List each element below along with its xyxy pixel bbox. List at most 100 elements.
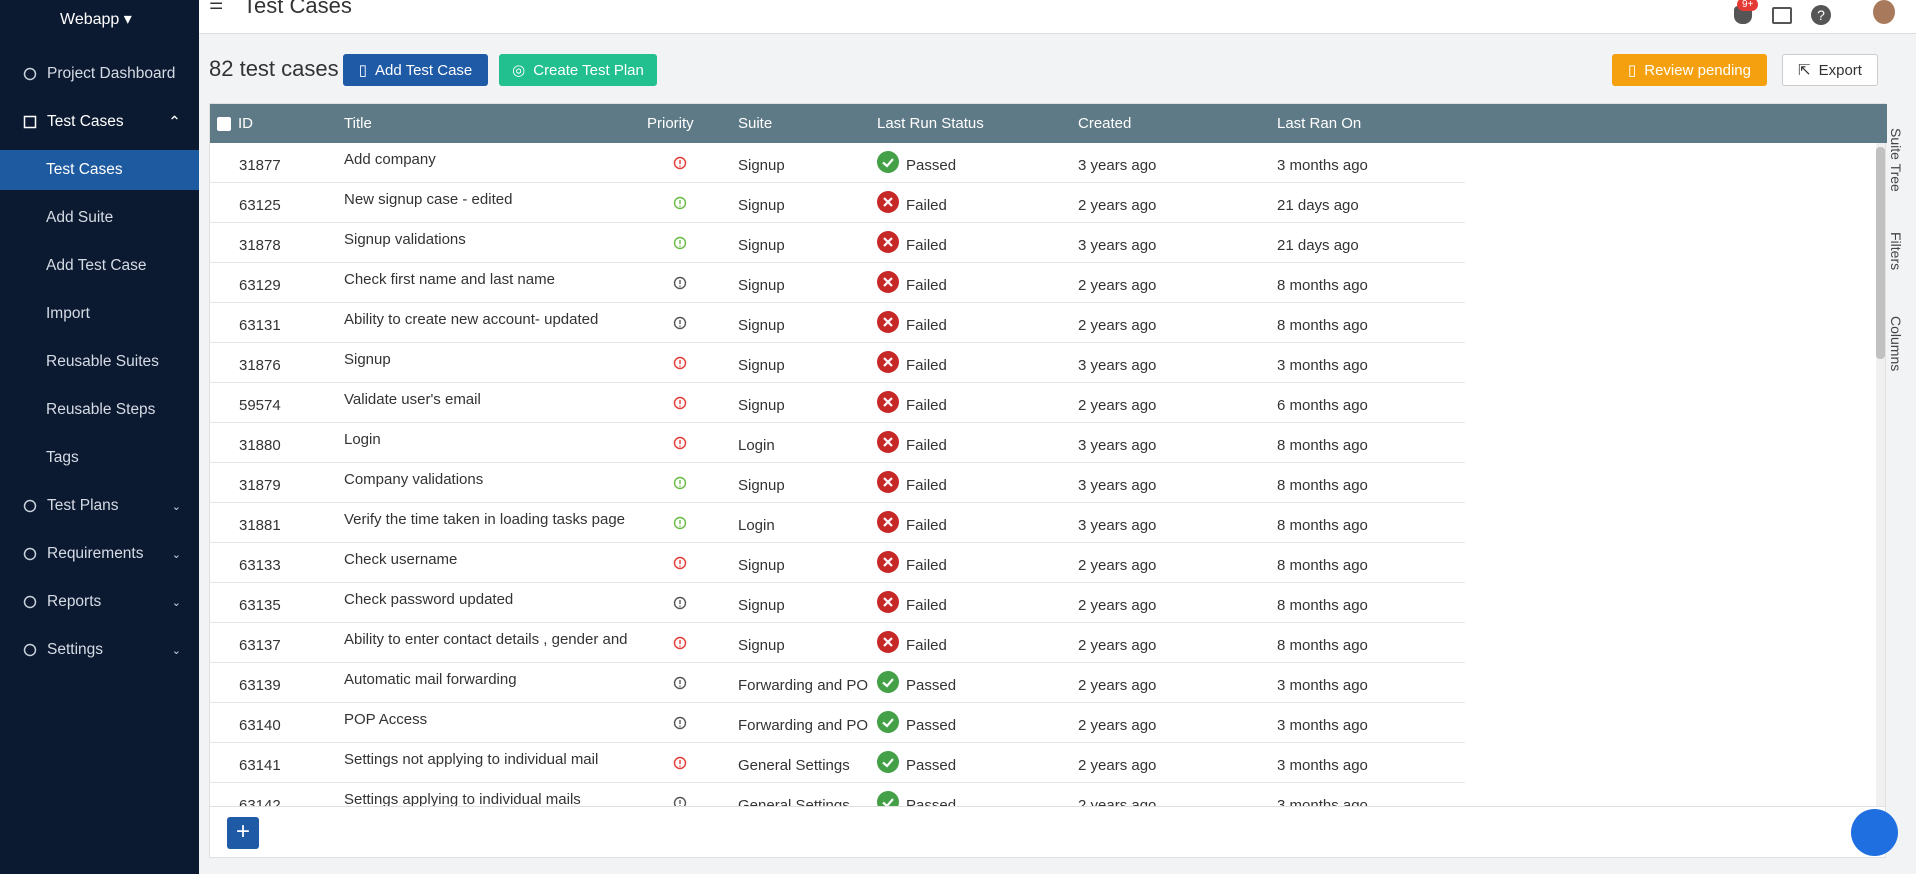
sub-nav-item[interactable]: Test Cases (0, 150, 199, 190)
scrollbar (1876, 143, 1885, 806)
test-title[interactable]: Automatic mail forwarding (344, 671, 517, 688)
test-id: 63137 (239, 637, 281, 654)
nav-item[interactable]: Reports ⌄ (0, 582, 199, 622)
column-header[interactable]: Last Run Status (877, 115, 984, 132)
priority-icon (673, 356, 687, 370)
last-ran: 8 months ago (1277, 597, 1368, 614)
table-row[interactable]: 31879 Company validations Signup Failed 3 ye… (210, 463, 1465, 503)
nav-item[interactable]: Test Cases ⌃ (0, 102, 199, 142)
column-header[interactable]: Priority (647, 115, 694, 132)
nav-item[interactable]: Test Plans ⌄ (0, 486, 199, 526)
column-header[interactable]: Title (344, 115, 372, 132)
sub-nav-item[interactable]: Add Suite (0, 198, 199, 238)
nav-item[interactable]: Project Dashboard (0, 54, 199, 94)
last-ran: 8 months ago (1277, 517, 1368, 534)
test-title[interactable]: Signup (344, 351, 391, 368)
test-title[interactable]: Check password updated (344, 591, 514, 608)
test-title[interactable]: Company validations (344, 471, 484, 488)
avatar[interactable] (1873, 0, 1895, 24)
table-row[interactable]: 31881 Verify the time taken in loading ta… (210, 503, 1465, 543)
column-header[interactable]: Suite (738, 115, 773, 132)
table-row[interactable]: 63141 Settings not applying to individual… (210, 743, 1465, 783)
suite: Login (738, 437, 775, 454)
nav-item[interactable]: Requirements ⌄ (0, 534, 199, 574)
nav-item[interactable]: Settings ⌄ (0, 630, 199, 670)
last-ran: 8 months ago (1277, 317, 1368, 334)
add-button[interactable]: + (227, 817, 259, 849)
table-row[interactable]: 63131 Ability to create new account- upda… (210, 303, 1465, 343)
table-row[interactable]: 63142 Settings applying to individual mai… (210, 783, 1465, 806)
status-icon (877, 151, 899, 173)
created: 2 years ago (1078, 597, 1157, 614)
table-row[interactable]: 63125 New signup case - edited Signup Faile… (210, 183, 1465, 223)
test-title[interactable]: Add company (344, 151, 436, 168)
table-row[interactable]: 31877 Add company Signup Passed 3 years ago 3… (210, 143, 1465, 183)
badge: 9+ (1737, 0, 1759, 11)
nav-icon (23, 499, 37, 513)
select-all[interactable] (217, 117, 231, 131)
last-ran: 21 days ago (1277, 197, 1359, 214)
test-title[interactable]: Login (344, 431, 381, 448)
priority-icon (673, 316, 687, 330)
export-button[interactable]: ⇱ Export (1782, 54, 1878, 86)
status-icon (877, 191, 899, 213)
chat-launcher[interactable] (1851, 809, 1898, 856)
column-header[interactable]: Created (1078, 115, 1132, 132)
priority-icon (673, 156, 687, 170)
scroll-thumb[interactable] (1876, 147, 1885, 359)
table-row[interactable]: 63135 Check password updated Signup Failed 2… (210, 583, 1465, 623)
test-title[interactable]: New signup case - edited (344, 191, 513, 208)
table-body: 31877 Add company Signup Passed 3 years ago 3… (210, 143, 1875, 806)
nav-label: Test Cases (47, 113, 124, 130)
sub-nav-item[interactable]: Reusable Steps (0, 390, 199, 430)
suite: Signup (738, 637, 785, 654)
help[interactable]: ? (1811, 5, 1831, 25)
table-row[interactable]: 63139 Automatic mail forwarding Forwarding… (210, 663, 1465, 703)
nav-label: Requirements (47, 545, 144, 562)
status: Failed (906, 477, 947, 494)
test-id: 31880 (239, 437, 281, 454)
test-title[interactable]: Validate user's email (344, 391, 481, 408)
test-title[interactable]: Check first name and last name (344, 271, 555, 288)
suite: Signup (738, 277, 785, 294)
side-tab[interactable]: Filters (1888, 232, 1904, 271)
test-title[interactable]: Verify the time taken in loading tasks p… (344, 511, 626, 528)
status: Passed (906, 717, 957, 734)
brand[interactable]: Webapp ▾ (60, 11, 132, 28)
test-title[interactable]: Ability to enter contact details , gende… (344, 631, 628, 648)
priority-icon (673, 196, 687, 210)
test-title[interactable]: Ability to create new account- updated (344, 311, 599, 328)
sub-nav-item[interactable]: Reusable Suites (0, 342, 199, 382)
test-title[interactable]: Settings not applying to individual mail (344, 751, 599, 768)
top-bar: ☰ Test Cases 9+ ? (199, 0, 1916, 34)
table-row[interactable]: 31878 Signup validations Signup Failed 3 yea… (210, 223, 1465, 263)
test-title[interactable]: POP Access (344, 711, 428, 728)
table-row[interactable]: 63129 Check first name and last name Signu… (210, 263, 1465, 303)
side-tab[interactable]: Suite Tree (1888, 128, 1904, 192)
column-header[interactable]: Last Ran On (1277, 115, 1362, 132)
last-ran: 3 months ago (1277, 757, 1368, 774)
test-title[interactable]: Signup validations (344, 231, 466, 248)
review-pending-button[interactable]: ▯ Review pending (1612, 54, 1767, 86)
test-title[interactable]: Settings applying to individual mails (344, 791, 581, 806)
table-row[interactable]: 63140 POP Access Forwarding and PO Passed 2 … (210, 703, 1465, 743)
table-row[interactable]: 63137 Ability to enter contact details , … (210, 623, 1465, 663)
created: 2 years ago (1078, 717, 1157, 734)
last-ran: 8 months ago (1277, 437, 1368, 454)
table-row[interactable]: 31880 Login Login Failed 3 years ago 8 months… (210, 423, 1465, 463)
table-row[interactable]: 63133 Check username Signup Failed 2 years a… (210, 543, 1465, 583)
column-header[interactable]: ID (238, 115, 253, 132)
status: Failed (906, 517, 947, 534)
sub-nav-item[interactable]: Import (0, 294, 199, 334)
status: Failed (906, 197, 947, 214)
table-row[interactable]: 59574 Validate user's email Signup Failed 2 … (210, 383, 1465, 423)
add-test-case-button[interactable]: ▯ Add Test Case (343, 54, 488, 86)
table-row[interactable]: 31876 Signup Signup Failed 3 years ago 3 mont… (210, 343, 1465, 383)
sub-nav-item[interactable]: Add Test Case (0, 246, 199, 286)
sub-nav-item[interactable]: Tags (0, 438, 199, 478)
create-test-plan-button[interactable]: ◎ Create Test Plan (499, 54, 657, 86)
test-title[interactable]: Check username (344, 551, 458, 568)
side-tab[interactable]: Columns (1888, 316, 1904, 372)
menu-toggle[interactable]: ☰ (209, 0, 224, 13)
calendar[interactable] (1772, 7, 1792, 24)
